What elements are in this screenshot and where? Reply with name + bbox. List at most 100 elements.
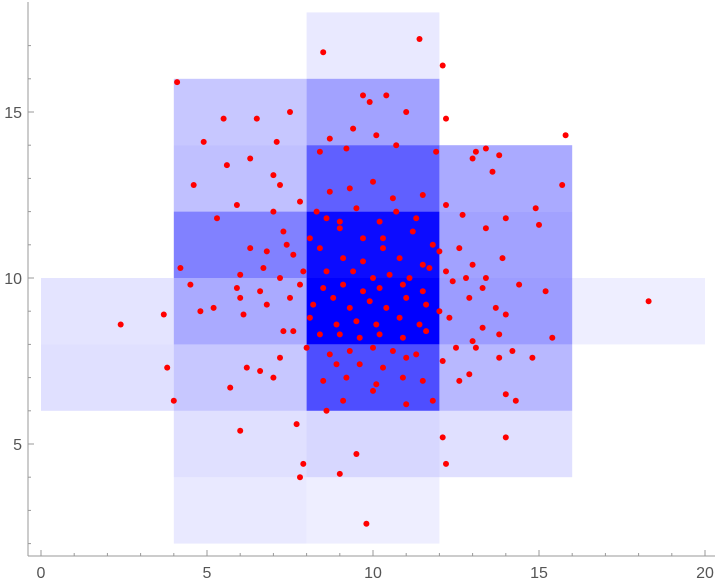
scatter-point-185 (300, 460, 307, 467)
scatter-point-65 (290, 251, 297, 258)
scatter-point-128 (479, 324, 486, 331)
scatter-point-22 (393, 142, 400, 149)
scatter-point-125 (396, 314, 403, 321)
histogram-bin-8 (439, 211, 573, 278)
scatter-point-102 (516, 281, 523, 288)
scatter-point-145 (346, 348, 353, 354)
scatter-point-59 (482, 225, 489, 232)
histogram-bin-16 (306, 344, 440, 411)
scatter-point-152 (164, 364, 171, 371)
x-tick-label: 10 (364, 565, 382, 582)
scatter-point-164 (227, 384, 234, 391)
histogram-bin-3 (173, 145, 307, 212)
axis-ticks: 0 5 10 15 20 5 10 15 (4, 45, 714, 582)
scatter-point-15 (373, 132, 380, 139)
scatter-point-68 (360, 258, 366, 265)
scatter-point-93 (297, 281, 303, 288)
scatter-point-104 (237, 294, 244, 301)
scatter-point-105 (263, 301, 270, 308)
scatter-point-170 (419, 377, 426, 384)
scatter-point-116 (492, 304, 499, 311)
scatter-point-168 (373, 381, 380, 388)
scatter-point-139 (423, 328, 430, 335)
scatter-point-142 (549, 334, 556, 341)
scatter-point-14 (350, 125, 357, 132)
scatter-point-175 (323, 407, 330, 414)
scatter-point-85 (406, 275, 413, 281)
scatter-point-73 (456, 245, 463, 252)
histogram-bin-20 (439, 410, 573, 478)
scatter-point-54 (336, 225, 343, 232)
scatter-point-56 (380, 235, 386, 242)
scatter-point-98 (399, 281, 406, 288)
scatter-point-136 (356, 334, 363, 341)
scatter-point-91 (233, 285, 240, 291)
scatter-point-118 (197, 308, 204, 315)
histogram-bin-4 (306, 145, 440, 212)
scatter-point-160 (439, 358, 446, 364)
scatter-point-29 (233, 202, 240, 208)
scatter-point-69 (380, 245, 386, 252)
scatter-point-153 (243, 364, 250, 371)
scatter-point-87 (443, 268, 449, 275)
scatter-point-52 (280, 228, 287, 235)
scatter-point-23 (433, 148, 440, 155)
scatter-point-158 (380, 364, 386, 371)
scatter-point-45 (353, 205, 360, 212)
scatter-point-122 (333, 321, 340, 328)
scatter-point-4 (220, 115, 227, 122)
scatter-point-43 (323, 215, 330, 222)
scatter-point-111 (383, 304, 390, 311)
scatter-point-178 (403, 401, 410, 408)
scatter-point-46 (376, 218, 383, 225)
scatter-point-39 (559, 182, 566, 188)
scatter-point-96 (360, 288, 366, 295)
scatter-point-74 (469, 261, 476, 268)
scatter-point-5 (253, 115, 260, 122)
scatter-point-173 (512, 397, 519, 404)
scatter-point-3 (174, 79, 181, 86)
scatter-point-0 (320, 49, 327, 56)
scatter-point-41 (270, 208, 277, 215)
scatter-point-28 (190, 182, 197, 188)
scatter-point-183 (502, 434, 509, 441)
scatter-point-33 (326, 188, 333, 195)
histogram-bin-18 (173, 410, 307, 478)
scatter-point-71 (419, 261, 426, 268)
histogram-bin-14 (41, 344, 174, 411)
scatter-point-110 (366, 298, 373, 305)
scatter-point-60 (502, 215, 509, 222)
scatter-point-75 (499, 255, 506, 262)
scatter-point-155 (277, 354, 283, 361)
scatter-point-84 (386, 271, 393, 278)
scatter-point-140 (469, 338, 476, 345)
scatter-point-13 (326, 135, 333, 142)
scatter-point-55 (360, 235, 366, 242)
scatter-point-154 (257, 368, 264, 374)
scatter-point-147 (389, 348, 396, 354)
scatter-point-166 (320, 377, 327, 384)
scatter-point-57 (409, 228, 416, 235)
scatter-point-99 (419, 288, 426, 295)
histogram-bin-9 (41, 278, 174, 345)
scatter-point-38 (489, 168, 496, 175)
histogram-bin-0 (306, 12, 440, 79)
scatter-point-62 (247, 245, 254, 252)
scatter-point-97 (376, 285, 383, 291)
scatter-point-92 (257, 288, 264, 295)
scatter-point-172 (502, 391, 509, 398)
scatter-point-119 (210, 304, 217, 311)
scatter-point-44 (336, 218, 343, 225)
scatter-point-50 (459, 211, 466, 218)
histogram-bin-7 (306, 211, 440, 278)
histogram-bins (41, 12, 705, 544)
scatter-point-19 (247, 155, 254, 162)
histogram-bin-13 (572, 278, 705, 345)
scatter-point-35 (370, 178, 376, 185)
scatter-point-24 (469, 155, 476, 162)
scatter-point-114 (436, 308, 443, 315)
scatter-point-67 (340, 255, 347, 262)
scatter-point-47 (393, 208, 400, 215)
scatter-point-70 (396, 255, 403, 262)
